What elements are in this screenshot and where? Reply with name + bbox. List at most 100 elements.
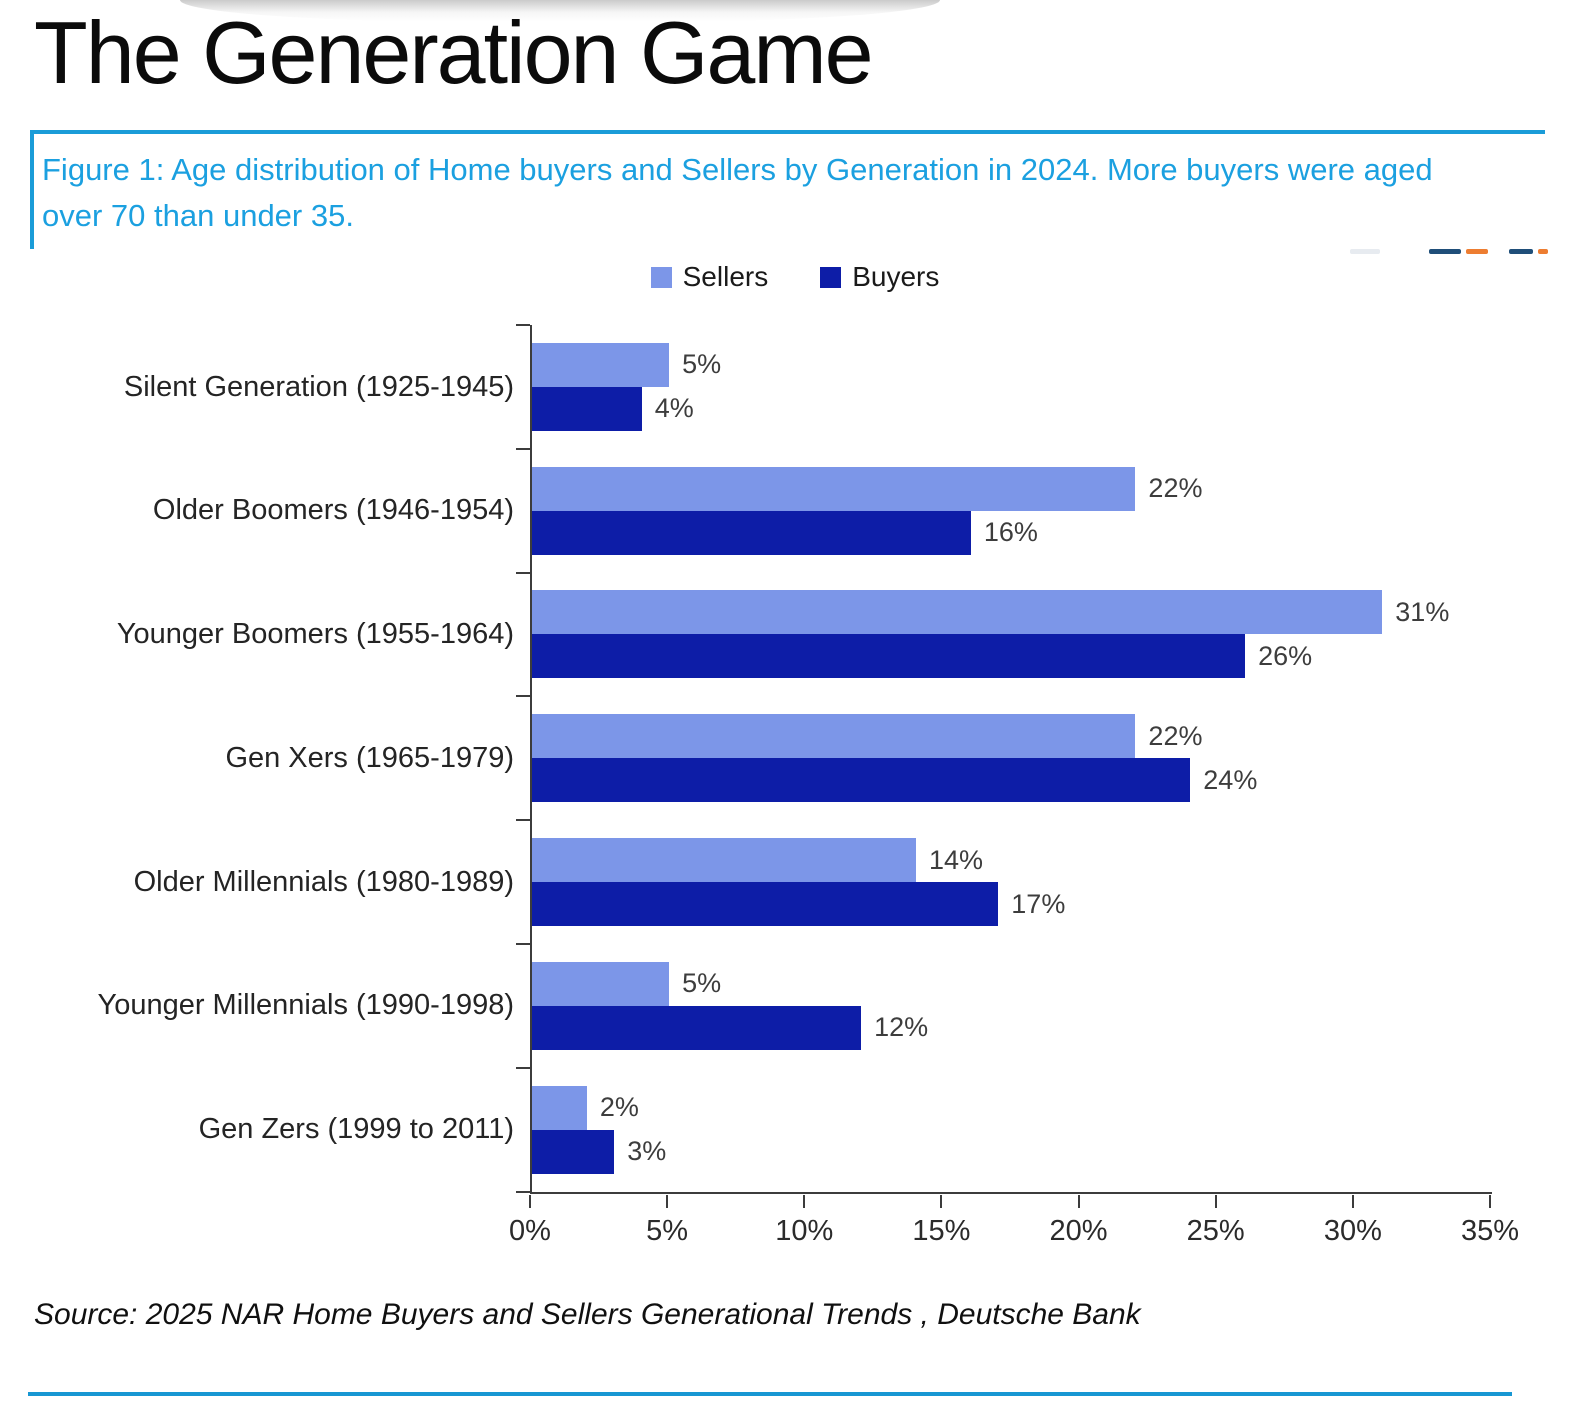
- cropped-artifact-dash: [1538, 249, 1548, 254]
- value-label: 5%: [682, 968, 722, 999]
- bar-group: 5% 12%: [532, 944, 1492, 1068]
- sellers-bar-row: 31%: [532, 590, 1492, 635]
- sellers-bar-row: 5%: [532, 961, 1492, 1006]
- figure-caption-line: Figure 1: Age distribution of Home buyer…: [42, 152, 1433, 187]
- legend-swatch-sellers: [650, 266, 672, 288]
- value-label: 22%: [1148, 473, 1203, 504]
- legend-swatch-buyers: [820, 266, 842, 288]
- value-label: 12%: [874, 1012, 929, 1043]
- legend-label: Buyers: [852, 261, 940, 292]
- cropped-artifact-dash: [1429, 249, 1461, 254]
- sellers-bar: [532, 466, 1136, 511]
- buyers-bar: [532, 758, 1191, 803]
- category-label: Older Millennials (1980-1989): [133, 865, 514, 898]
- bar-group: 31% 26%: [532, 573, 1492, 697]
- sellers-bar-row: 14%: [532, 838, 1492, 883]
- value-label: 3%: [627, 1136, 667, 1167]
- sellers-bar: [532, 714, 1136, 759]
- x-axis-label: 30%: [1323, 1215, 1382, 1247]
- figure-caption-line: over 70 than under 35.: [42, 198, 354, 233]
- buyers-bar: [532, 634, 1246, 679]
- cropped-artifact-dash: [1466, 249, 1488, 254]
- y-axis-tick: [516, 571, 530, 574]
- x-axis: 0% 5% 10% 15% 20% 25% 30% 35%: [509, 1195, 1519, 1255]
- x-axis-label: 35%: [1460, 1215, 1520, 1247]
- bar-group: 22% 24%: [532, 696, 1492, 820]
- x-axis-tick: [1077, 1195, 1080, 1208]
- chart-legend: Sellers Buyers: [0, 261, 1590, 293]
- value-label: 16%: [983, 517, 1038, 548]
- sellers-bar: [532, 590, 1383, 635]
- page-title: The Generation Game: [34, 3, 874, 102]
- category-label: Younger Millennials (1990-1998): [97, 989, 514, 1022]
- bottom-divider-line: [28, 1392, 1512, 1396]
- y-axis-tick: [516, 1066, 530, 1069]
- bar-group: 22% 16%: [532, 449, 1492, 573]
- category-label: Younger Boomers (1955-1964): [116, 618, 514, 651]
- bar-group: 5% 4%: [532, 325, 1492, 449]
- buyers-bar-row: 26%: [532, 634, 1492, 679]
- x-axis-tick: [1214, 1195, 1217, 1208]
- value-label: 4%: [654, 393, 694, 424]
- x-axis-tick: [803, 1195, 806, 1208]
- figure-caption-box: Figure 1: Age distribution of Home buyer…: [30, 130, 1545, 249]
- legend-label: Sellers: [682, 261, 769, 292]
- y-axis-tick: [516, 942, 530, 945]
- cropped-artifact-dash: [1509, 249, 1533, 254]
- y-axis-tick: [516, 1190, 530, 1193]
- value-label: 26%: [1258, 640, 1313, 671]
- value-label: 17%: [1011, 888, 1066, 919]
- x-axis-label: 5%: [646, 1215, 689, 1247]
- category-labels-column: Silent Generation (1925-1945) Older Boome…: [40, 325, 530, 1194]
- x-axis-tick: [1489, 1195, 1491, 1208]
- x-axis-label: 20%: [1049, 1215, 1108, 1247]
- value-label: 2%: [599, 1092, 639, 1123]
- buyers-bar-row: 3%: [532, 1129, 1492, 1174]
- value-label: 5%: [682, 349, 722, 380]
- x-axis-label: 0%: [509, 1215, 551, 1247]
- sellers-bar: [532, 838, 916, 883]
- buyers-bar: [532, 510, 971, 555]
- buyers-bar: [532, 1129, 615, 1174]
- buyers-bar: [532, 386, 642, 431]
- sellers-bar: [532, 1085, 587, 1130]
- sellers-bar-row: 2%: [532, 1085, 1492, 1130]
- legend-item-buyers: Buyers: [820, 261, 939, 293]
- category-label: Gen Zers (1999 to 2011): [198, 1113, 514, 1146]
- buyers-bar-row: 4%: [532, 386, 1492, 431]
- sellers-bar: [532, 961, 670, 1006]
- category-label: Silent Generation (1925-1945): [123, 370, 514, 403]
- plot-area: 5% 4% 22% 16% 31% 26% 22% 24% 14% 17% 5% 12% 2% 3%: [516, 324, 1492, 1194]
- y-axis-tick: [516, 695, 530, 698]
- bar-group: 14% 17%: [532, 820, 1492, 944]
- sellers-bar-row: 22%: [532, 466, 1492, 511]
- top-gradient-artifact: [180, 0, 940, 22]
- bar-group: 2% 3%: [532, 1068, 1492, 1192]
- value-label: 22%: [1148, 720, 1203, 751]
- buyers-bar-row: 17%: [532, 882, 1492, 927]
- value-label: 24%: [1203, 764, 1258, 795]
- x-axis-label: 15%: [912, 1215, 971, 1247]
- sellers-bar-row: 22%: [532, 714, 1492, 759]
- legend-item-sellers: Sellers: [650, 261, 769, 293]
- category-label: Gen Xers (1965-1979): [225, 741, 514, 774]
- x-axis-label: 25%: [1186, 1215, 1245, 1247]
- value-label: 31%: [1395, 596, 1450, 627]
- y-axis-tick: [516, 324, 530, 326]
- sellers-bar-row: 5%: [532, 342, 1492, 387]
- sellers-bar: [532, 342, 670, 387]
- cropped-artifact-dash: [1350, 249, 1380, 254]
- buyers-bar-row: 16%: [532, 510, 1492, 555]
- buyers-bar-row: 24%: [532, 758, 1492, 803]
- x-axis-tick: [666, 1195, 669, 1208]
- y-axis-tick: [516, 447, 530, 450]
- y-axis-tick: [516, 819, 530, 822]
- buyers-bar: [532, 882, 999, 927]
- x-axis-tick: [529, 1195, 531, 1208]
- x-axis-tick: [1351, 1195, 1354, 1208]
- source-note: Source: 2025 NAR Home Buyers and Sellers…: [34, 1298, 1141, 1331]
- x-axis-label: 10%: [775, 1215, 834, 1247]
- x-axis-tick: [940, 1195, 943, 1208]
- value-label: 14%: [929, 844, 984, 875]
- buyers-bar: [532, 1005, 862, 1050]
